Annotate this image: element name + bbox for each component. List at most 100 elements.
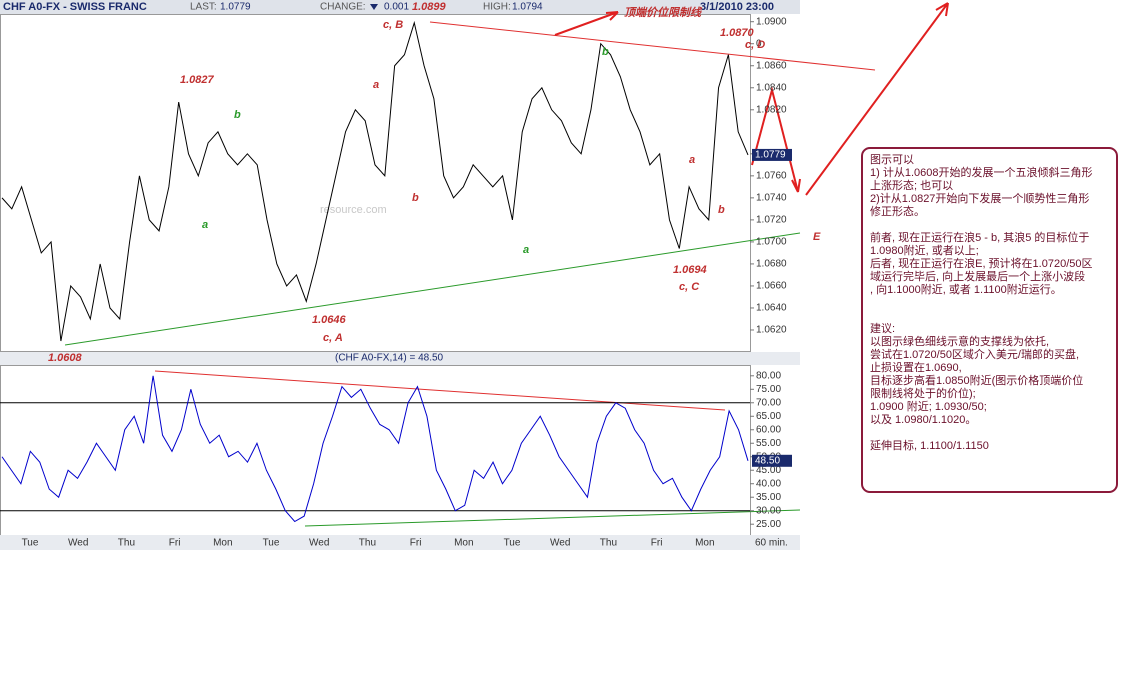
annotation: 顶端价位限制线 [624,6,703,19]
annotation: 1.0694 [673,264,707,276]
annotation: 1.0646 [312,314,347,326]
arrow [554,11,619,36]
y-tick-label: 45.00 [756,465,781,476]
chart-title: CHF A0-FX - SWISS FRANC [3,1,147,13]
y-tick-label: 1.0860 [756,60,787,71]
annotation: c, D [745,39,765,51]
note-line: , 向1.1000附近, 或者 1.1100附近运行。 [870,282,1062,296]
date: 3/1/2010 23:00 [700,1,774,13]
header-bar [0,0,800,14]
interval: 60 min. [755,538,788,549]
note-line: 2)计从1.0827开始向下发展一个顺势性三角形 [870,191,1089,205]
note-line: 尝试在1.0720/50区域介入美元/瑞郎的买盘, [870,347,1079,361]
annotation: b [718,204,725,216]
last: 1.0779 [220,2,251,13]
note-box [861,147,1118,493]
price-line [1,375,749,523]
annotation: a [523,244,529,256]
annotation: 1.0827 [180,74,215,86]
y-tick-label: 1.0700 [756,237,787,248]
y-tick-label: 60.00 [756,424,781,435]
x-tick-label: Fri [651,538,663,549]
current-value-box [752,454,792,467]
note-line: 前者, 现在正运行在浪5 - b, 其浪5 的目标位于 [870,230,1089,244]
annotation: a [373,79,379,91]
annotation: c, A [323,332,343,344]
x-tick-label: Thu [600,538,617,549]
price-line [1,20,749,342]
y-tick-label: 25.00 [756,519,781,530]
y-tick-label: 0 [756,38,762,49]
y-tick-label: 1.0680 [756,259,787,270]
note-line: 上涨形态; 也可以 [870,179,953,192]
note-line: 限制线将处于的价位); [870,386,976,400]
y-tick-label: 65.00 [756,411,781,422]
y-tick-label: 30.00 [756,505,781,516]
y-tick-label: 55.00 [756,438,781,449]
y-tick-label: 80.00 [756,370,781,381]
x-tick-label: Tue [504,538,521,549]
change-label: CHANGE: [320,2,366,13]
note-line: 域运行完毕后, 向上发展最后一个上涨小波段 [870,269,1085,283]
projection-arrows [751,2,949,196]
annotation: 1.0899 [412,1,447,13]
note-line: 以及 1.0980/1.1020。 [870,414,976,426]
change: 0.001 [384,2,409,13]
current-value: 1.0779 [755,150,786,161]
x-tick-label: Mon [213,538,232,549]
note-line: 建议: [870,321,895,335]
y-tick-label: 1.0620 [756,325,787,336]
note-line: 1.0900 附近; 1.0930/50; [870,399,987,413]
annotation: a [202,219,208,231]
x-tick-label: Mon [454,538,473,549]
annotation: c, C [679,281,700,293]
x-tick-label: Fri [410,538,422,549]
price-frame [0,14,751,352]
note-line: 修正形态。 [870,204,925,218]
high-label: HIGH: [483,2,511,13]
x-tick-label: Wed [68,538,88,549]
note-line: 1.0980附近, 或者以上; [870,243,979,257]
annotation: c, B [383,19,403,31]
x-tick-label: Wed [550,538,570,549]
note-line: 目标逐步高看1.0850附近(图示价格顶端价位 [870,373,1083,387]
y-tick-label: 1.0640 [756,303,787,314]
annotation: E [813,231,821,243]
resistance-line [429,21,876,71]
note-line: 以图示绿色细线示意的支撑线为依托, [870,334,1049,348]
annotation: 1.0870 [720,27,755,39]
y-tick-label: 1.0760 [756,170,787,181]
rsi-resistance [154,370,726,411]
note-line: 延伸目标, 1.1100/1.1150 [870,438,989,452]
y-tick-label: 1.0660 [756,281,787,292]
x-tick-label: Thu [118,538,135,549]
current-value: 48.50 [755,455,780,466]
current-value-box [752,148,792,161]
x-tick-label: Mon [695,538,714,549]
rsi-frame [0,365,751,536]
rsi-support [304,509,801,527]
y-tick-label: 35.00 [756,492,781,503]
x-tick-label: Tue [263,538,280,549]
last-label: LAST: [190,2,217,13]
y-tick-label: 75.00 [756,384,781,395]
annotation: a [689,154,695,166]
down-arrow [370,4,378,10]
x-tick-label: Thu [359,538,376,549]
note-line: 止损设置在1.0690, [870,360,962,374]
note-line: 后者, 现在正运行在浪E, 预计将在1.0720/50区 [870,256,1093,270]
y-tick-label: 1.0820 [756,104,787,115]
annotation: 1.0608 [48,352,83,364]
x-tick-label: Tue [22,538,39,549]
y-tick-label: 1.0740 [756,193,787,204]
x-axis-bar [0,535,800,550]
x-tick-label: Fri [169,538,181,549]
support-line [64,232,801,346]
annotation: b [602,46,609,58]
note-line: 图示可以 [870,153,914,166]
watermark: resource.com [320,204,387,216]
y-tick-label: 40.00 [756,478,781,489]
note-line: 1) 计从1.0608开始的发展一个五浪倾斜三角形 [870,165,1092,179]
y-tick-label: 1.0720 [756,215,787,226]
